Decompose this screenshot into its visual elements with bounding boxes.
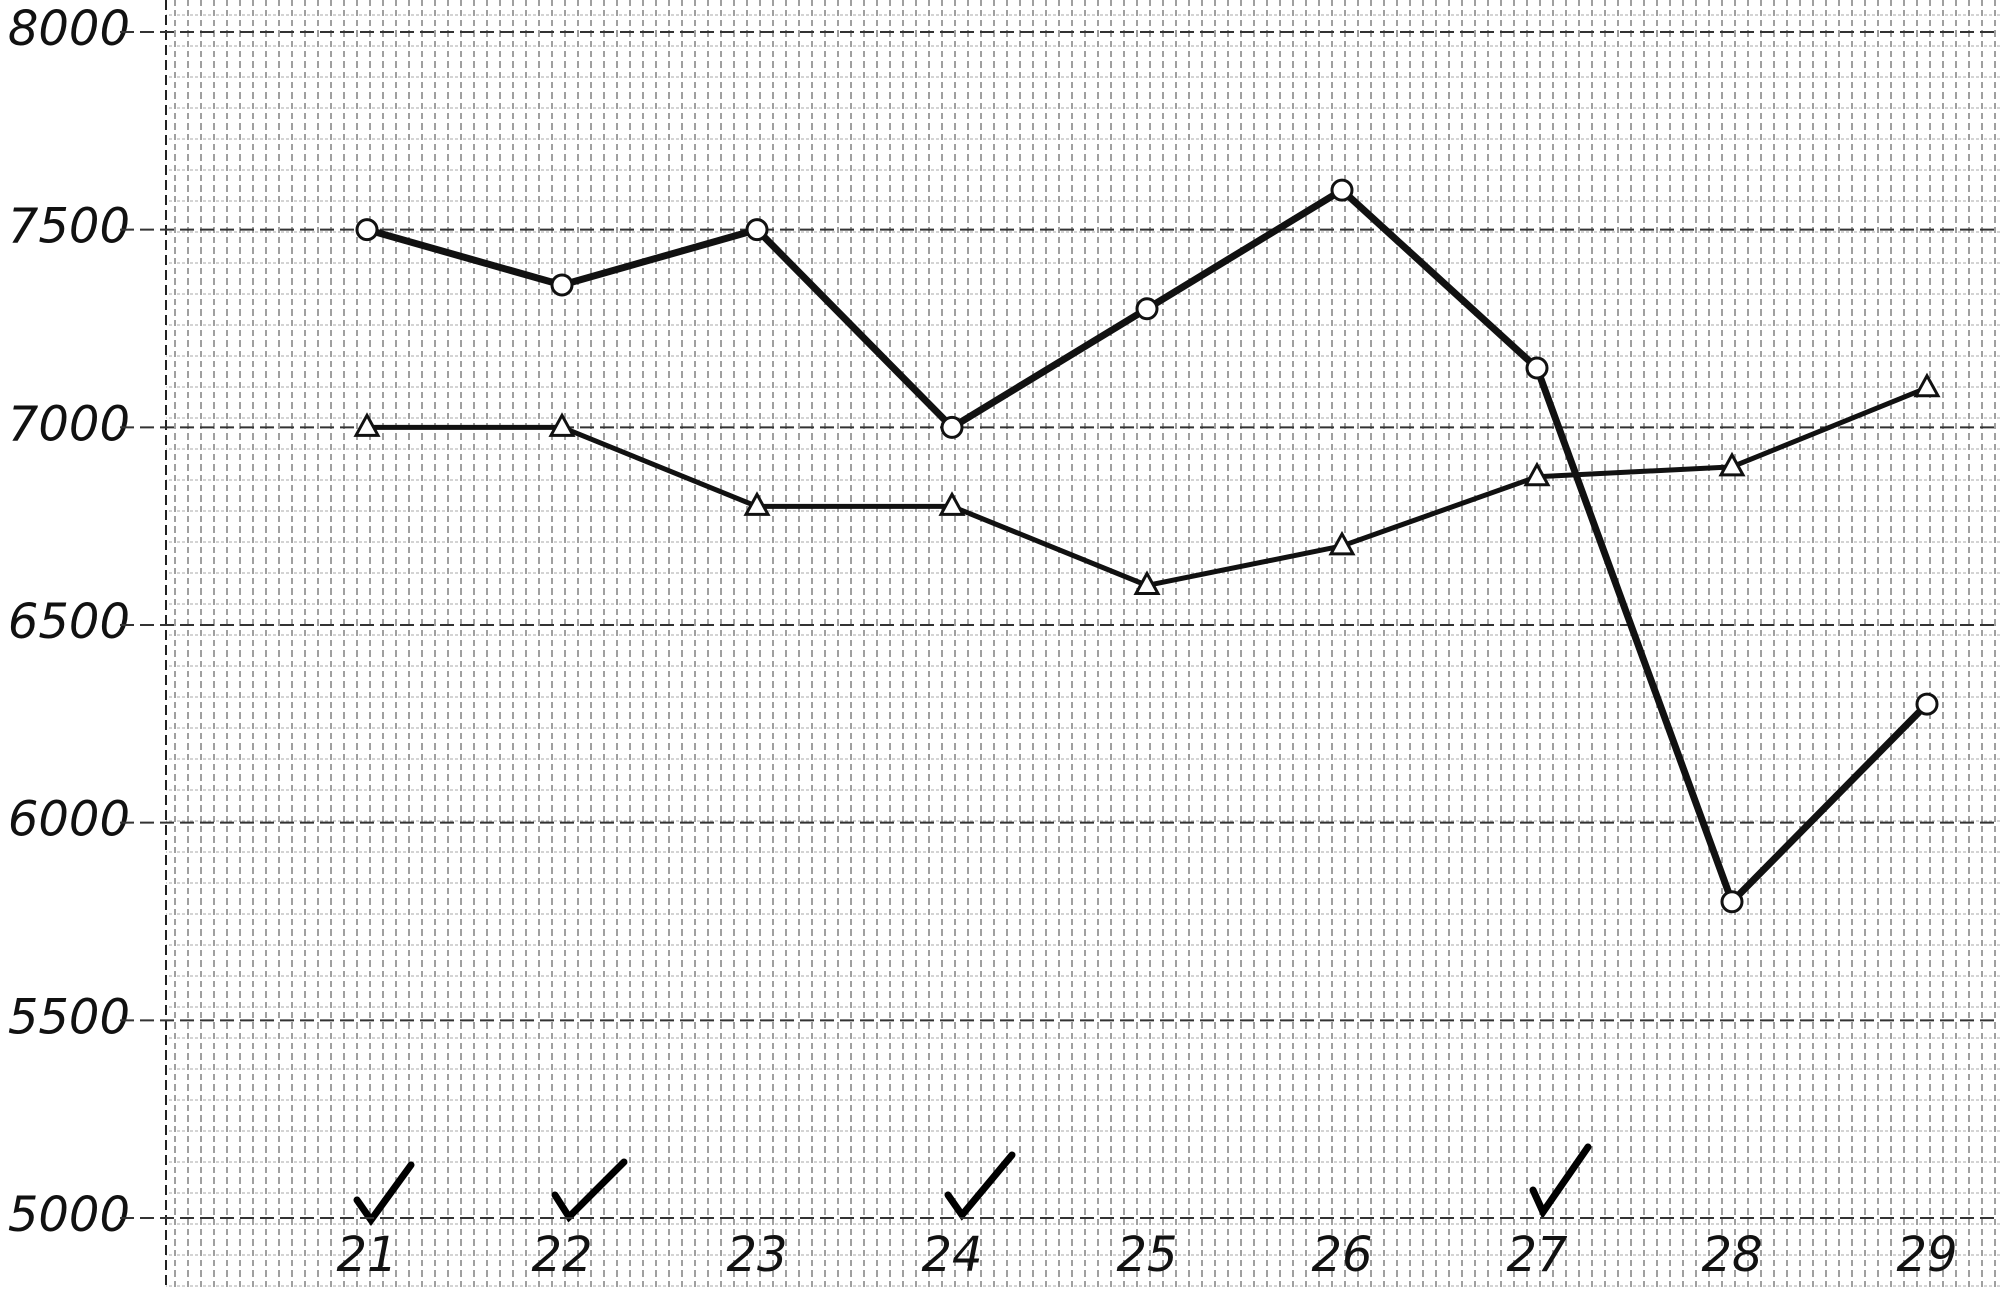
check-mark	[353, 1161, 415, 1227]
point-marker	[353, 412, 381, 437]
x-tick-label: 27	[1506, 1227, 1568, 1283]
point-marker	[1330, 178, 1354, 202]
point-marker	[1133, 570, 1161, 595]
point-marker	[743, 491, 771, 516]
point-marker	[355, 218, 379, 242]
point-marker	[1523, 461, 1551, 487]
point-marker	[1720, 890, 1744, 914]
y-tick-label: 5000	[8, 1187, 130, 1243]
point-marker	[548, 412, 576, 437]
point-marker	[940, 415, 964, 439]
x-tick-label: 25	[1116, 1227, 1177, 1283]
graph-paper	[166, 0, 2000, 1289]
y-tick-label: 5500	[8, 989, 130, 1045]
x-tick-label: 26	[1311, 1227, 1372, 1283]
y-tick-label: 7000	[8, 396, 130, 452]
y-tick-label: 6500	[8, 594, 130, 650]
point-marker	[1913, 372, 1941, 398]
y-tick-label: 7500	[8, 199, 130, 255]
point-marker	[1915, 692, 1939, 716]
check-mark	[944, 1151, 1016, 1221]
point-marker	[1525, 356, 1549, 380]
point-marker	[550, 273, 574, 297]
y-tick-label: 6000	[8, 792, 130, 848]
check-mark	[1529, 1143, 1592, 1220]
x-tick-label: 28	[1701, 1227, 1762, 1283]
point-marker	[938, 491, 966, 516]
x-tick-label: 23	[726, 1227, 787, 1283]
point-marker	[1135, 297, 1159, 321]
point-marker	[745, 218, 769, 242]
x-tick-label: 21	[336, 1227, 397, 1283]
x-tick-label: 29	[1896, 1227, 1957, 1283]
x-tick-label: 22	[531, 1227, 592, 1283]
point-marker	[1718, 451, 1746, 477]
point-marker	[1328, 530, 1356, 556]
x-tick-label: 24	[921, 1227, 982, 1283]
y-tick-label: 8000	[8, 1, 130, 57]
